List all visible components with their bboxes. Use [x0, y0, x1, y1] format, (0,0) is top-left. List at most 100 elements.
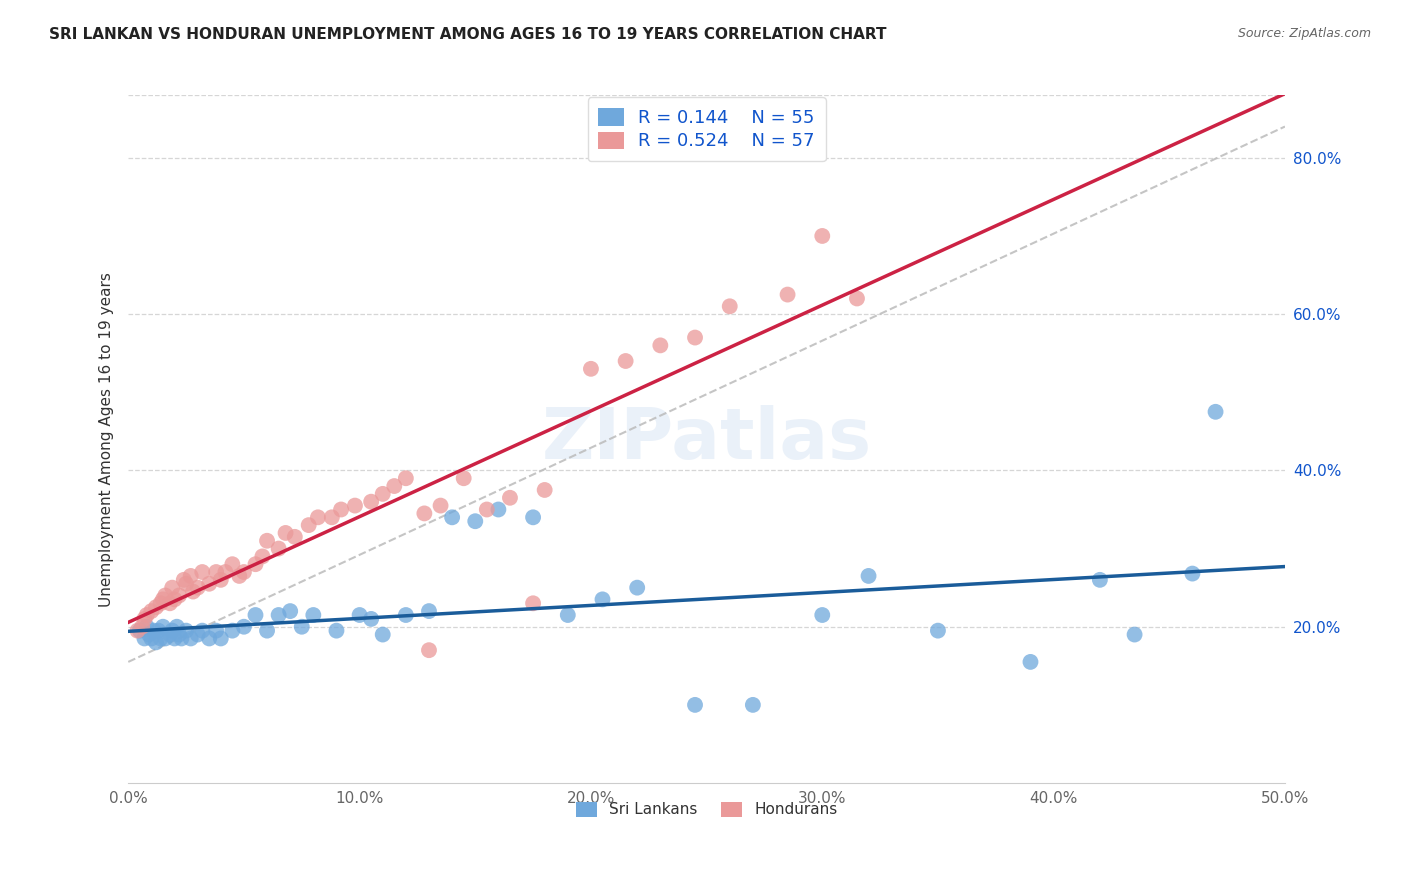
- Point: [413, 507, 436, 521]
- Point: [167, 589, 190, 603]
- Point: [191, 565, 214, 579]
- Point: [307, 510, 329, 524]
- Point: [650, 338, 672, 352]
- Point: [145, 600, 167, 615]
- Point: [166, 620, 188, 634]
- Point: [418, 604, 440, 618]
- Point: [453, 471, 475, 485]
- Point: [198, 576, 221, 591]
- Point: [1019, 655, 1042, 669]
- Point: [205, 624, 228, 638]
- Point: [533, 483, 555, 497]
- Point: [274, 525, 297, 540]
- Point: [163, 592, 186, 607]
- Point: [245, 558, 267, 572]
- Point: [522, 596, 544, 610]
- Point: [135, 620, 157, 634]
- Point: [256, 533, 278, 548]
- Point: [718, 299, 741, 313]
- Point: [160, 581, 183, 595]
- Point: [371, 487, 394, 501]
- Point: [187, 627, 209, 641]
- Point: [155, 589, 177, 603]
- Point: [927, 624, 949, 638]
- Point: [232, 620, 254, 634]
- Point: [252, 549, 274, 564]
- Point: [152, 620, 174, 634]
- Point: [811, 607, 834, 622]
- Point: [325, 624, 347, 638]
- Point: [371, 627, 394, 641]
- Point: [441, 510, 464, 524]
- Point: [360, 612, 382, 626]
- Point: [209, 632, 232, 646]
- Point: [1205, 405, 1227, 419]
- Point: [267, 607, 290, 622]
- Point: [278, 604, 301, 618]
- Point: [360, 494, 382, 508]
- Point: [349, 607, 371, 622]
- Point: [163, 632, 186, 646]
- Point: [343, 499, 366, 513]
- Point: [499, 491, 522, 505]
- Point: [382, 479, 405, 493]
- Text: ZIPatlas: ZIPatlas: [541, 405, 872, 474]
- Point: [205, 565, 228, 579]
- Point: [214, 565, 236, 579]
- Point: [298, 518, 321, 533]
- Point: [464, 514, 486, 528]
- Point: [159, 627, 181, 641]
- Point: [198, 632, 221, 646]
- Point: [291, 620, 314, 634]
- Point: [741, 698, 763, 712]
- Point: [221, 624, 243, 638]
- Point: [221, 558, 243, 572]
- Legend: Sri Lankans, Hondurans: Sri Lankans, Hondurans: [569, 796, 844, 823]
- Point: [149, 632, 172, 646]
- Point: [267, 541, 290, 556]
- Point: [592, 592, 614, 607]
- Point: [626, 581, 648, 595]
- Point: [284, 530, 307, 544]
- Point: [174, 624, 197, 638]
- Point: [173, 573, 195, 587]
- Point: [135, 607, 157, 622]
- Point: [152, 592, 174, 607]
- Point: [557, 607, 579, 622]
- Point: [256, 624, 278, 638]
- Point: [131, 620, 153, 634]
- Text: Source: ZipAtlas.com: Source: ZipAtlas.com: [1237, 27, 1371, 40]
- Point: [683, 698, 706, 712]
- Point: [145, 635, 167, 649]
- Point: [174, 576, 197, 591]
- Point: [776, 287, 799, 301]
- Point: [245, 607, 267, 622]
- Point: [134, 632, 156, 646]
- Point: [141, 604, 163, 618]
- Point: [167, 627, 190, 641]
- Point: [142, 624, 165, 638]
- Point: [134, 612, 156, 626]
- Point: [579, 361, 602, 376]
- Point: [683, 330, 706, 344]
- Text: SRI LANKAN VS HONDURAN UNEMPLOYMENT AMONG AGES 16 TO 19 YEARS CORRELATION CHART: SRI LANKAN VS HONDURAN UNEMPLOYMENT AMON…: [49, 27, 887, 42]
- Point: [614, 354, 637, 368]
- Point: [159, 596, 181, 610]
- Point: [302, 607, 325, 622]
- Point: [128, 624, 150, 638]
- Point: [395, 607, 418, 622]
- Point: [187, 581, 209, 595]
- Point: [180, 569, 202, 583]
- Point: [228, 569, 250, 583]
- Point: [155, 632, 177, 646]
- Point: [811, 229, 834, 244]
- Point: [170, 632, 193, 646]
- Point: [330, 502, 353, 516]
- Point: [418, 643, 440, 657]
- Point: [149, 596, 172, 610]
- Point: [141, 632, 163, 646]
- Point: [429, 499, 451, 513]
- Point: [160, 624, 183, 638]
- Point: [127, 624, 149, 638]
- Point: [486, 502, 509, 516]
